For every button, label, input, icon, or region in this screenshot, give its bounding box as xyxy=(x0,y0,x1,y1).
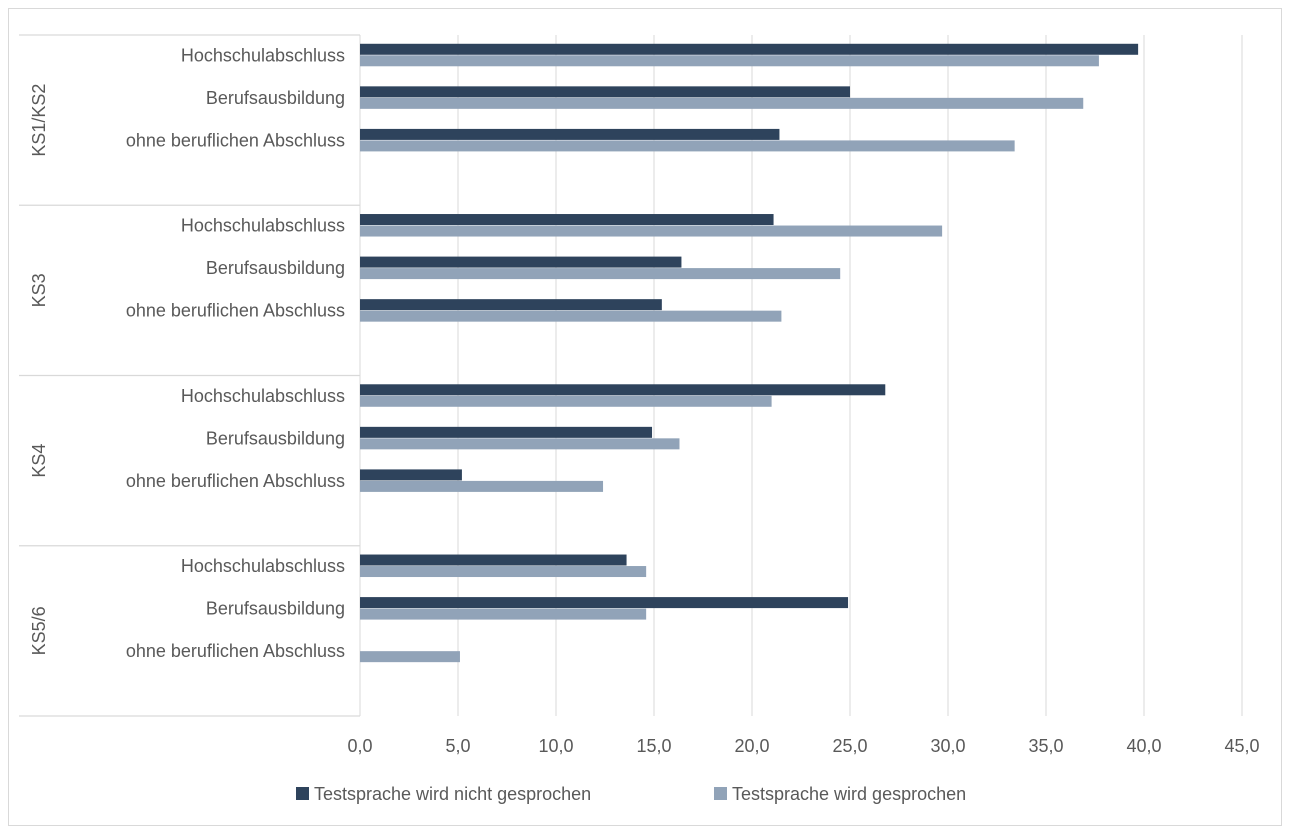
x-tick-label: 30,0 xyxy=(930,736,965,756)
legend-swatch xyxy=(296,787,309,800)
bar-nicht-gesprochen xyxy=(360,554,627,566)
legend: Testsprache wird nicht gesprochen Testspr… xyxy=(296,784,966,804)
bar-chart: KS1/KS2 Hochschulabschluss Berufsausbildun… xyxy=(19,34,1260,804)
bar-gesprochen xyxy=(360,55,1099,67)
category-label: Hochschulabschluss xyxy=(181,556,345,576)
x-tick-label: 5,0 xyxy=(445,736,470,756)
group-label: KS3 xyxy=(29,273,49,307)
bar-gesprochen xyxy=(360,566,647,578)
bar-gesprochen xyxy=(360,438,680,450)
category-label: ohne beruflichen Abschluss xyxy=(126,641,345,661)
x-tick-label: 15,0 xyxy=(636,736,671,756)
category-label: Hochschulabschluss xyxy=(181,216,345,236)
category-label: ohne beruflichen Abschluss xyxy=(126,471,345,491)
x-tick-label: 20,0 xyxy=(734,736,769,756)
value-axis: 0,0 5,0 10,0 15,0 20,0 25,0 30,0 35,0 40,0 45,0 xyxy=(347,736,1259,756)
bar-nicht-gesprochen xyxy=(360,299,662,311)
category-label: ohne beruflichen Abschluss xyxy=(126,130,345,150)
group-label: KS4 xyxy=(29,444,49,478)
bars xyxy=(360,43,1139,663)
category-label: Berufsausbildung xyxy=(206,599,345,619)
bar-gesprochen xyxy=(360,608,647,620)
legend-label: Testsprache wird nicht gesprochen xyxy=(314,784,591,804)
bar-gesprochen xyxy=(360,140,1015,152)
bar-nicht-gesprochen xyxy=(360,597,849,609)
bar-gesprochen xyxy=(360,651,460,663)
bar-nicht-gesprochen xyxy=(360,469,462,481)
bar-gesprochen xyxy=(360,395,772,407)
bar-nicht-gesprochen xyxy=(360,256,682,268)
category-axis: KS1/KS2 Hochschulabschluss Berufsausbildun… xyxy=(19,34,360,717)
x-tick-label: 35,0 xyxy=(1028,736,1063,756)
bar-gesprochen xyxy=(360,310,782,322)
bar-gesprochen xyxy=(360,97,1084,109)
x-tick-label: 25,0 xyxy=(832,736,867,756)
x-tick-label: 45,0 xyxy=(1224,736,1259,756)
bar-gesprochen xyxy=(360,480,604,492)
bar-nicht-gesprochen xyxy=(360,86,850,98)
group-label: KS5/6 xyxy=(29,606,49,655)
category-label: Hochschulabschluss xyxy=(181,386,345,406)
x-tick-label: 10,0 xyxy=(538,736,573,756)
bar-nicht-gesprochen xyxy=(360,384,886,396)
bar-nicht-gesprochen xyxy=(360,43,1139,55)
category-label: Berufsausbildung xyxy=(206,428,345,448)
bar-nicht-gesprochen xyxy=(360,128,780,140)
bar-gesprochen xyxy=(360,225,943,237)
category-label: Berufsausbildung xyxy=(206,88,345,108)
chart-container: KS1/KS2 Hochschulabschluss Berufsausbildun… xyxy=(8,8,1282,826)
category-label: ohne beruflichen Abschluss xyxy=(126,301,345,321)
bar-gesprochen xyxy=(360,268,841,280)
bar-nicht-gesprochen xyxy=(360,426,653,438)
category-label: Berufsausbildung xyxy=(206,258,345,278)
bar-nicht-gesprochen xyxy=(360,214,774,226)
group-label: KS1/KS2 xyxy=(29,84,49,157)
legend-label: Testsprache wird gesprochen xyxy=(732,784,966,804)
category-label: Hochschulabschluss xyxy=(181,45,345,65)
x-tick-label: 0,0 xyxy=(347,736,372,756)
x-tick-label: 40,0 xyxy=(1126,736,1161,756)
legend-swatch xyxy=(714,787,727,800)
